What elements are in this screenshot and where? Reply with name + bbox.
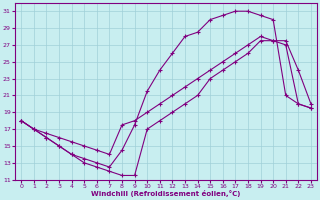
X-axis label: Windchill (Refroidissement éolien,°C): Windchill (Refroidissement éolien,°C)	[92, 190, 241, 197]
